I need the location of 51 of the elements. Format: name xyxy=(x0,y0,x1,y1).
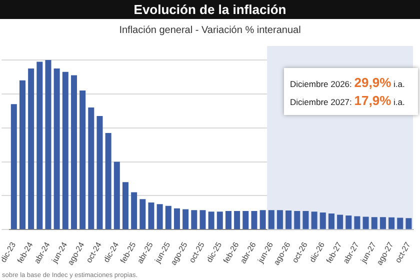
bar xyxy=(406,218,412,230)
bar xyxy=(251,210,258,230)
bar xyxy=(54,68,60,230)
bar xyxy=(165,206,172,230)
bar xyxy=(36,62,43,230)
bar xyxy=(182,209,189,230)
bar xyxy=(105,132,112,230)
bar xyxy=(225,210,232,230)
bar xyxy=(148,202,154,230)
bar xyxy=(28,68,34,230)
bar xyxy=(302,210,309,230)
bar xyxy=(260,210,266,230)
annotation: Diciembre 2027: 17,9% i.a. xyxy=(290,93,406,108)
bar xyxy=(80,90,86,230)
bar xyxy=(397,218,404,230)
bar xyxy=(268,210,274,230)
bar xyxy=(45,60,52,230)
bar xyxy=(216,212,223,230)
bar xyxy=(131,192,138,230)
bar xyxy=(174,208,180,230)
chart-title: Evolución de la inflación xyxy=(0,0,420,19)
bar xyxy=(294,210,300,230)
bar xyxy=(88,107,94,230)
bar xyxy=(96,116,103,230)
bar xyxy=(10,104,17,230)
bar xyxy=(371,217,378,230)
bar xyxy=(346,216,352,230)
bar xyxy=(388,217,395,230)
bar xyxy=(320,212,326,230)
bar xyxy=(114,162,120,230)
bar xyxy=(234,210,240,230)
bar xyxy=(191,210,198,230)
bar xyxy=(286,210,292,230)
bar xyxy=(208,212,214,230)
bar xyxy=(242,210,249,230)
annotation: Diciembre 2026: 29,9% i.a. xyxy=(290,75,406,90)
bar xyxy=(276,210,283,230)
bar xyxy=(200,210,206,230)
bar xyxy=(337,214,344,230)
bar xyxy=(328,214,334,230)
bar xyxy=(354,216,360,230)
bar xyxy=(311,212,318,230)
bar xyxy=(62,72,68,230)
bar xyxy=(70,75,77,230)
bar xyxy=(156,204,163,230)
bar xyxy=(19,80,26,230)
bar xyxy=(380,217,386,230)
bar xyxy=(140,199,146,230)
chart-subtitle: Inflación general - Variación % interanual xyxy=(118,25,302,36)
bar xyxy=(122,182,128,230)
bar xyxy=(362,216,369,230)
